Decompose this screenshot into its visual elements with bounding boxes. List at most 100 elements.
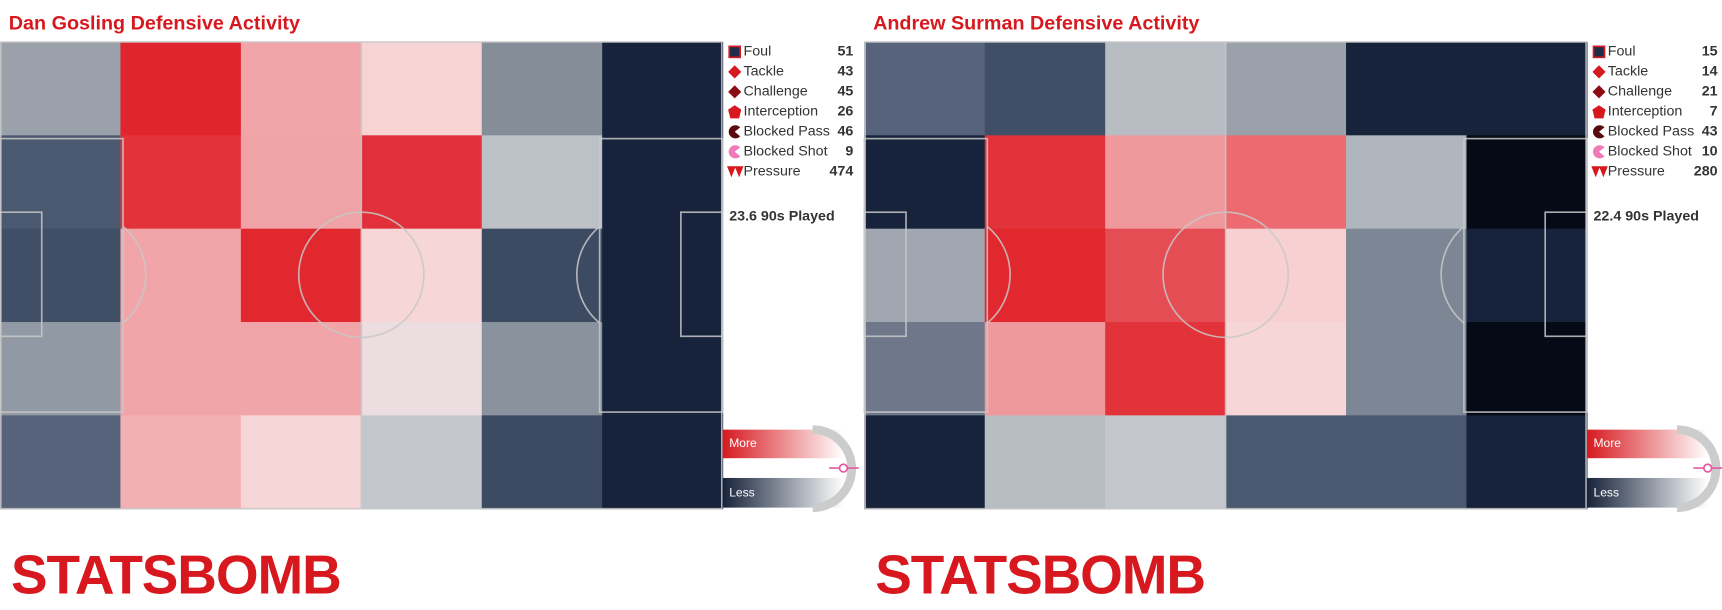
pitch-zone — [602, 415, 724, 510]
six-yard-box — [680, 211, 724, 338]
pitch-zone — [481, 415, 603, 510]
legend-value: 474 — [830, 164, 854, 180]
pitch-zone — [602, 135, 724, 230]
pitch-zone — [0, 322, 121, 416]
pitch-zone — [240, 135, 362, 230]
scale-pointer-dot — [838, 463, 849, 473]
pitch-zone — [602, 322, 724, 416]
legend-value: 45 — [837, 84, 853, 100]
scale-less-label: Less — [1594, 486, 1620, 500]
pitch-zone — [0, 415, 121, 510]
pitch-zone — [1346, 135, 1468, 230]
legend-label: Pressure — [1608, 164, 1665, 180]
legend-value: 7 — [1710, 104, 1718, 120]
pitch-zone — [864, 415, 986, 510]
legend-icon — [1592, 45, 1606, 59]
pitch-zone — [481, 41, 603, 136]
pitch-zone — [1105, 228, 1227, 323]
centre-circle — [297, 211, 425, 339]
legend-icon — [728, 145, 741, 159]
pitch-zone — [984, 228, 1106, 323]
pitch-zone — [984, 415, 1106, 510]
pitch-zone — [1105, 415, 1227, 510]
legend-value: 21 — [1702, 84, 1718, 100]
scale-pointer-dot — [1703, 463, 1713, 473]
legend-label: Blocked Pass — [1608, 124, 1694, 140]
penalty-arc — [1440, 225, 1465, 324]
penalty-arc — [122, 225, 147, 324]
pitch-zone — [1466, 322, 1588, 416]
pitch-zone — [120, 322, 242, 416]
pitch-zone — [361, 415, 483, 510]
pitch-zone — [0, 228, 121, 323]
legend-icon — [728, 45, 742, 59]
pitch-zone — [1105, 322, 1227, 416]
legend-icon — [728, 65, 742, 79]
pitch-zone — [120, 41, 242, 136]
pitch-zone — [481, 135, 603, 230]
legend-icon — [1592, 145, 1605, 159]
legend-label: Blocked Shot — [1608, 144, 1692, 160]
centre-circle — [1162, 211, 1290, 339]
games-played: 23.6 90s Played — [729, 208, 835, 224]
legend-label: Interception — [743, 104, 818, 120]
pitch-zone — [240, 322, 362, 416]
scale-less-label: Less — [729, 486, 755, 500]
pitch-zone — [864, 41, 986, 136]
panel: Dan Gosling Defensive Activity Foul 51 Tack… — [0, 13, 859, 606]
legend-label: Challenge — [1608, 84, 1672, 100]
pitch-zone — [481, 322, 603, 416]
legend-icon — [728, 125, 741, 139]
legend-value: 15 — [1702, 44, 1718, 60]
legend-value: 43 — [837, 64, 853, 80]
legend-label: Pressure — [743, 164, 800, 180]
pitch-zone — [0, 135, 121, 230]
legend-icon — [734, 166, 744, 178]
pitch-zone — [864, 228, 986, 323]
pitch-zone — [361, 41, 483, 136]
pitch-zone — [1225, 415, 1347, 510]
legend-label: Tackle — [743, 64, 784, 80]
pitch-zone — [864, 322, 986, 416]
games-played: 22.4 90s Played — [1594, 208, 1700, 224]
pitch-zone — [1225, 228, 1347, 323]
legend-label: Blocked Pass — [743, 124, 829, 140]
pitch-zone — [984, 322, 1106, 416]
scale-more-label: More — [1594, 436, 1622, 450]
penalty-box — [0, 137, 124, 413]
legend-icon — [1592, 65, 1606, 79]
legend-label: Blocked Shot — [743, 144, 827, 160]
panel-title: Dan Gosling Defensive Activity — [9, 13, 300, 35]
logo: STATSBOMB — [875, 544, 1205, 606]
pitch-zone — [361, 228, 483, 323]
pitch-zone — [1466, 135, 1588, 230]
pitch-zone — [1105, 41, 1227, 136]
legend-value: 26 — [837, 104, 853, 120]
pitch-zone — [1466, 41, 1588, 136]
pitch-zone — [1346, 415, 1468, 510]
legend-icon — [1592, 85, 1606, 99]
legend-label: Foul — [1608, 44, 1636, 60]
pitch-zone — [1105, 135, 1227, 230]
legend-icon — [728, 85, 742, 99]
penalty-arc — [986, 225, 1011, 324]
pitch-zone — [864, 135, 986, 230]
pitch-zone — [1346, 322, 1468, 416]
legend-label: Tackle — [1608, 64, 1649, 80]
legend-icon — [1592, 125, 1605, 139]
panel-title: Andrew Surman Defensive Activity — [873, 13, 1199, 35]
pitch-zone — [602, 228, 724, 323]
six-yard-box — [0, 211, 43, 338]
legend-icon — [728, 105, 742, 119]
logo: STATSBOMB — [11, 544, 341, 606]
pitch-zone — [240, 415, 362, 510]
legend-icon — [1599, 166, 1608, 178]
legend-icon — [1591, 166, 1601, 178]
pitch-zone — [1466, 415, 1588, 510]
pitch-zone — [602, 41, 724, 136]
penalty-arc — [576, 225, 601, 324]
panel: Andrew Surman Defensive Activity Foul 15 Ta… — [863, 13, 1722, 606]
legend-label: Challenge — [743, 84, 807, 100]
six-yard-box — [863, 211, 907, 338]
